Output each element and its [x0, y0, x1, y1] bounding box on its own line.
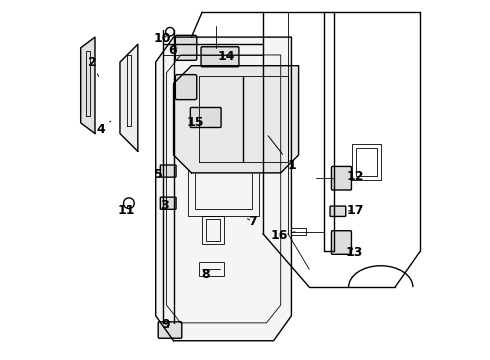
Bar [188, 109, 259, 216]
FancyBboxPatch shape [160, 165, 176, 177]
Text: 15: 15 [186, 116, 204, 129]
Bar [206, 219, 220, 241]
FancyBboxPatch shape [331, 166, 351, 190]
Text: 3: 3 [160, 198, 169, 212]
Polygon shape [81, 37, 95, 134]
Text: 17: 17 [346, 204, 364, 217]
Text: 11: 11 [118, 204, 135, 217]
Polygon shape [120, 44, 138, 152]
Text: 7: 7 [247, 215, 257, 228]
Bar [198, 262, 223, 276]
Bar [195, 116, 252, 208]
Text: 16: 16 [270, 229, 295, 242]
FancyBboxPatch shape [175, 75, 197, 100]
Text: 14: 14 [218, 50, 235, 63]
FancyBboxPatch shape [201, 47, 239, 67]
Text: 4: 4 [96, 121, 111, 136]
FancyBboxPatch shape [160, 197, 176, 209]
Bar [292, 228, 306, 235]
Text: 9: 9 [161, 318, 170, 331]
Text: 5: 5 [154, 168, 163, 181]
Bar [202, 216, 223, 244]
Text: 10: 10 [153, 32, 171, 45]
Polygon shape [173, 66, 298, 173]
FancyBboxPatch shape [330, 206, 346, 216]
Polygon shape [156, 37, 292, 341]
FancyBboxPatch shape [190, 108, 221, 127]
Text: 1: 1 [268, 136, 296, 172]
FancyBboxPatch shape [175, 35, 197, 60]
Bar [356, 148, 377, 176]
FancyBboxPatch shape [331, 231, 351, 254]
Text: 13: 13 [345, 246, 363, 258]
Text: 2: 2 [88, 55, 98, 76]
Text: 12: 12 [347, 170, 365, 183]
Text: 6: 6 [169, 44, 177, 57]
FancyBboxPatch shape [158, 322, 182, 338]
Bar [352, 144, 381, 180]
Text: 8: 8 [201, 268, 210, 281]
